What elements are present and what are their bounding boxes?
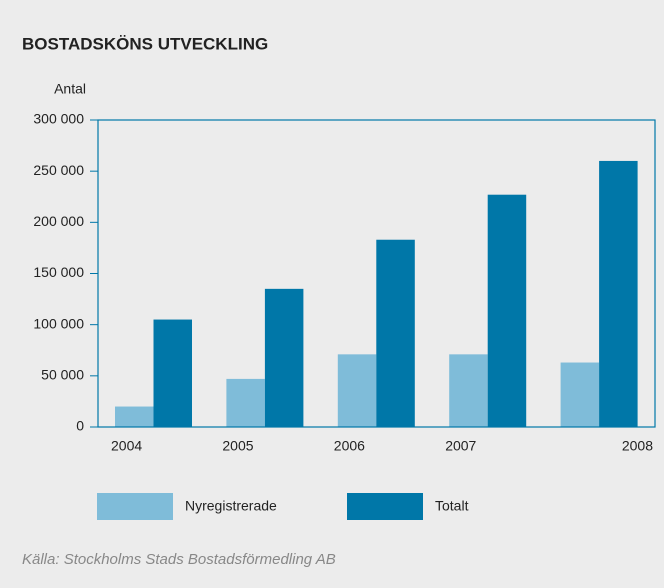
y-tick-label: 300 000 [33, 111, 84, 127]
x-tick-label: 2007 [445, 438, 476, 454]
x-tick-label: 2008 [622, 438, 653, 454]
legend-label: Nyregistrerade [185, 498, 277, 514]
x-tick-label: 2006 [334, 438, 365, 454]
legend-swatch [347, 493, 423, 520]
plot-frame [97, 119, 656, 428]
y-tick-label: 150 000 [33, 264, 84, 280]
bar [337, 354, 377, 427]
bar [487, 194, 527, 427]
y-axis-label: Antal [54, 81, 86, 97]
legend-label: Totalt [435, 498, 469, 514]
y-tick-label: 200 000 [33, 213, 84, 229]
y-tick-label: 0 [76, 418, 84, 434]
bar [115, 406, 154, 427]
y-tick-label: 100 000 [33, 315, 84, 331]
x-tick-label: 2005 [222, 438, 253, 454]
bar [264, 288, 304, 427]
y-tick-label: 50 000 [41, 367, 84, 383]
chart-title: BOSTADSKÖNS UTVECKLING [22, 34, 268, 53]
y-tick-label: 250 000 [33, 162, 84, 178]
bar [226, 378, 265, 427]
legend-swatch [97, 493, 173, 520]
bar [599, 160, 638, 427]
source: Källa: Stockholms Stads Bostadsförmedlin… [22, 551, 336, 568]
bar [376, 239, 415, 427]
bar [560, 362, 600, 427]
bar [153, 319, 192, 427]
x-tick-label: 2004 [111, 438, 142, 454]
bar [449, 354, 488, 427]
